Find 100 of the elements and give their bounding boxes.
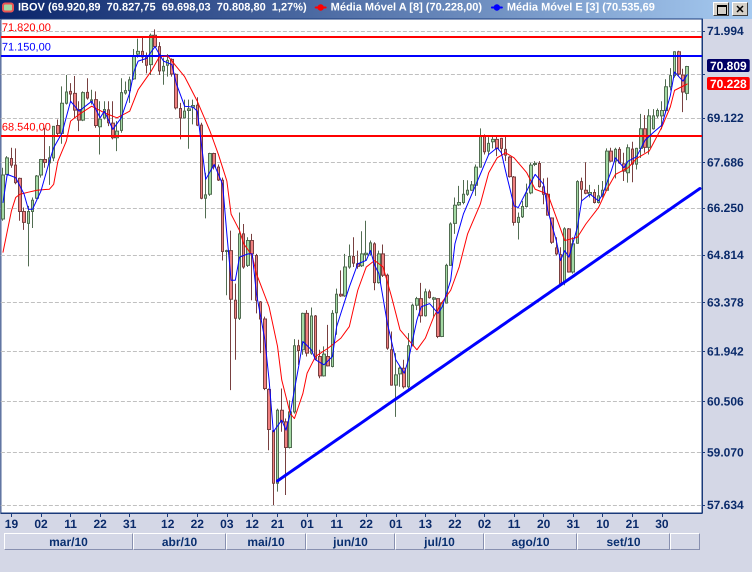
candlestick — [373, 242, 376, 291]
candlestick — [335, 288, 338, 336]
line-series — [276, 187, 702, 482]
y-tick-label: 71.994 — [707, 24, 744, 38]
candlestick — [394, 352, 398, 418]
text: abr/10 — [133, 533, 226, 550]
x-tick-label: 01 — [300, 517, 314, 531]
y-tick-label: 57.634 — [707, 498, 744, 512]
candlestick — [436, 298, 440, 339]
x-tick-label: 20 — [536, 517, 551, 531]
candlestick — [609, 147, 613, 162]
candlestick — [56, 118, 60, 137]
text: ago/10 — [484, 533, 577, 550]
x-tick-label: 22 — [360, 517, 374, 531]
candlestick — [276, 408, 279, 492]
legend-label: IBOV (69.920,89 70.827,75 69.698,03 70.808,80 1,27%) — [18, 2, 307, 14]
x-tick-label: 12 — [246, 517, 260, 531]
candlestick — [86, 78, 89, 100]
candlestick — [487, 136, 490, 156]
candlestick — [339, 270, 343, 298]
candlestick — [588, 184, 592, 198]
candlestick — [419, 282, 423, 324]
x-tick-label: 22 — [190, 517, 204, 531]
candlestick — [128, 76, 131, 104]
candlestick — [301, 312, 305, 356]
candlestick — [272, 430, 275, 506]
candlestick — [98, 100, 102, 155]
candlestick — [631, 141, 634, 183]
candlestick — [208, 152, 212, 196]
candlestick — [618, 146, 621, 164]
legend-label: Média Móvel A [8] (70.228,00) — [330, 2, 482, 14]
x-tick-label: 13 — [418, 517, 432, 531]
candlestick — [567, 227, 571, 274]
x-tick-label: 21 — [270, 517, 285, 531]
text: jun/10 — [306, 533, 395, 550]
candlestick — [229, 230, 233, 391]
candlestick — [495, 136, 499, 157]
candlestick — [352, 236, 355, 268]
text: mar/10 — [4, 533, 133, 550]
x-tick-label: 11 — [330, 517, 344, 531]
candlestick — [626, 144, 630, 184]
candlestick — [407, 332, 410, 389]
y-tick-label: 64.814 — [707, 248, 744, 262]
candlestick — [571, 236, 575, 274]
candlestick — [440, 301, 444, 338]
candlestick — [322, 346, 326, 378]
candlestick — [647, 108, 651, 155]
candlestick — [238, 212, 241, 320]
candlestick — [187, 99, 191, 150]
candlestick — [225, 249, 229, 296]
y-tick-label: 63.378 — [707, 296, 744, 310]
text: set/10 — [577, 533, 670, 550]
x-tick-label: 11 — [64, 517, 78, 531]
x-tick-label: 03 — [220, 517, 234, 531]
y-tick-label: 67.686 — [707, 156, 744, 170]
y-tick-label: 66.250 — [707, 201, 744, 216]
candlestick — [593, 188, 596, 204]
x-tick-label: 02 — [478, 517, 492, 531]
y-tick-label: 69.122 — [707, 110, 744, 125]
candlestick — [204, 172, 207, 219]
y-tick-label: 61.942 — [707, 344, 744, 358]
candlestick — [305, 310, 309, 357]
candlestick — [390, 330, 393, 386]
x-tick-label: 22 — [448, 517, 462, 531]
x-tick-label: 11 — [508, 517, 521, 531]
candlestick — [166, 54, 169, 78]
candlestick — [424, 288, 427, 318]
candlestick — [483, 134, 486, 155]
candlestick — [685, 65, 689, 101]
candlestick — [584, 162, 588, 195]
candlestick — [326, 324, 330, 367]
candlestick — [491, 136, 495, 149]
ref-line-label: 71.150,00 — [2, 42, 51, 54]
candlestick — [94, 90, 98, 128]
x-tick-label: 31 — [566, 517, 580, 531]
candlestick — [428, 289, 431, 300]
ref-line-label: 68.540,00 — [2, 121, 51, 134]
x-tick-label: 01 — [389, 517, 403, 531]
text: jul/10 — [395, 533, 484, 550]
candlestick — [246, 236, 250, 268]
candlestick — [310, 307, 313, 356]
text: 70.228 — [710, 77, 748, 91]
y-tick-label: 60.506 — [707, 394, 744, 408]
candlestick — [162, 57, 165, 86]
ref-line-label: 71.820,00 — [2, 22, 51, 34]
candlestick — [297, 339, 300, 366]
y-tick-label: 59.070 — [707, 446, 744, 460]
x-tick-label: 19 — [4, 517, 18, 531]
candlestick — [250, 233, 254, 301]
candlestick — [81, 90, 85, 122]
x-tick-label: 22 — [93, 517, 108, 531]
x-tick-label: 21 — [626, 517, 640, 531]
text: 70.809 — [710, 59, 748, 73]
candlestick — [580, 177, 583, 202]
x-tick-label: 31 — [123, 517, 137, 531]
candlestick — [90, 89, 93, 106]
candlestick — [234, 283, 237, 360]
x-tick-label: 12 — [161, 517, 175, 531]
x-tick-label: 02 — [34, 517, 48, 531]
candlestick — [432, 296, 436, 318]
